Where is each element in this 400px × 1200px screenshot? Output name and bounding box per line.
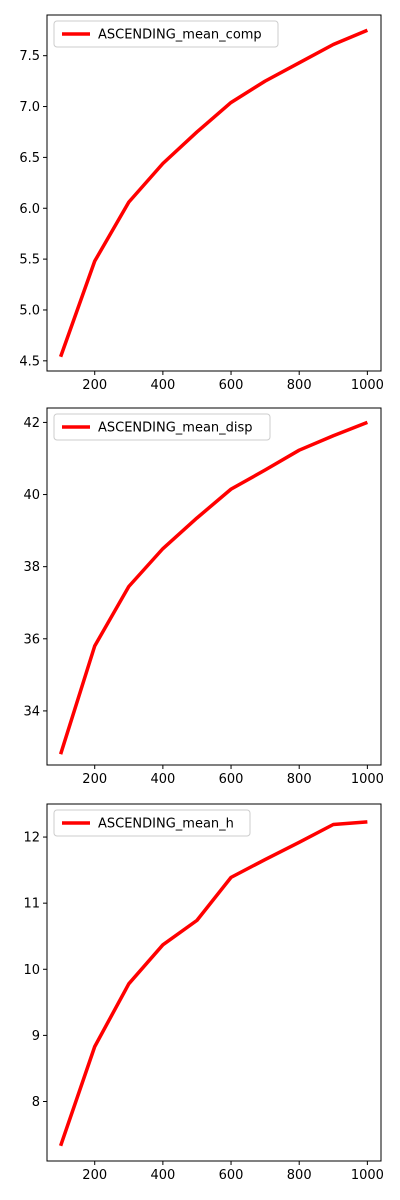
x-tick-label: 1000: [351, 378, 384, 393]
plot-frame: [46, 407, 382, 766]
legend-label: ASCENDING_mean_comp: [98, 28, 262, 43]
x-tick-label: 400: [150, 378, 175, 393]
series-line: [58, 420, 369, 755]
y-tick-label: 42: [23, 416, 40, 431]
chart-2: 200 400 600 800 1000 34 36 38 40 42 ASCENDING_mean…: [23, 407, 384, 787]
x-tick-label: 200: [82, 378, 107, 393]
y-tick-label: 5.5: [19, 253, 40, 268]
x-tick-label: 600: [219, 378, 244, 393]
chart-1: 200 400 600 800 1000 4.5 5.0 5.5 6.0 6.5 7.0 7.5 ASC…: [19, 14, 384, 393]
y-tick-label: 40: [23, 488, 40, 503]
legend-label: ASCENDING_mean_disp: [98, 421, 253, 436]
y-tick-label: 4.5: [19, 354, 40, 369]
y-tick-label: 10: [23, 963, 40, 978]
x-tick-label: 400: [150, 1168, 175, 1183]
x-tick-label: 1000: [351, 1168, 384, 1183]
x-tick-label: 600: [219, 1168, 244, 1183]
x-tick-label: 1000: [351, 772, 384, 787]
y-tick-label: 36: [23, 632, 40, 647]
legend-box: [53, 20, 279, 48]
y-tick-label: 6.0: [19, 202, 40, 217]
legend-box: [53, 809, 251, 837]
x-tick-label: 800: [287, 378, 312, 393]
plot-frame: [46, 803, 382, 1162]
y-tick-label: 34: [23, 704, 40, 719]
y-tick-label: 11: [23, 897, 40, 912]
x-tick-label: 200: [82, 1168, 107, 1183]
y-tick-label: 7.5: [19, 49, 40, 64]
plot-frame: [46, 14, 382, 372]
x-tick-label: 800: [287, 1168, 312, 1183]
series-line: [58, 820, 368, 1147]
y-tick-label: 38: [23, 560, 40, 575]
x-tick-label: 200: [82, 772, 107, 787]
y-tick-label: 8: [32, 1095, 40, 1110]
y-tick-label: 12: [23, 831, 40, 846]
chart-3: 200 400 600 800 1000 8 9 10 11 12 ASCENDING_mean_h: [23, 803, 384, 1183]
x-tick-label: 400: [150, 772, 175, 787]
legend-box: [53, 413, 271, 441]
y-tick-label: 7.0: [19, 100, 40, 115]
x-tick-label: 800: [287, 772, 312, 787]
y-tick-label: 5.0: [19, 303, 40, 318]
y-tick-label: 6.5: [19, 151, 40, 166]
legend-label: ASCENDING_mean_h: [98, 817, 234, 832]
series-line: [58, 28, 369, 358]
x-tick-label: 600: [219, 772, 244, 787]
plots: 200 400 600 800 1000 4.5 5.0 5.5 6.0 6.5 7.0 7.5 ASC…: [19, 14, 384, 1183]
y-tick-label: 9: [32, 1029, 40, 1044]
